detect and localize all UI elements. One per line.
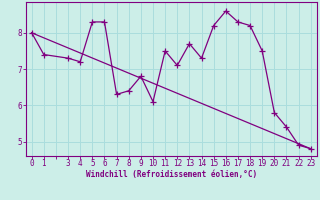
X-axis label: Windchill (Refroidissement éolien,°C): Windchill (Refroidissement éolien,°C) — [86, 170, 257, 179]
